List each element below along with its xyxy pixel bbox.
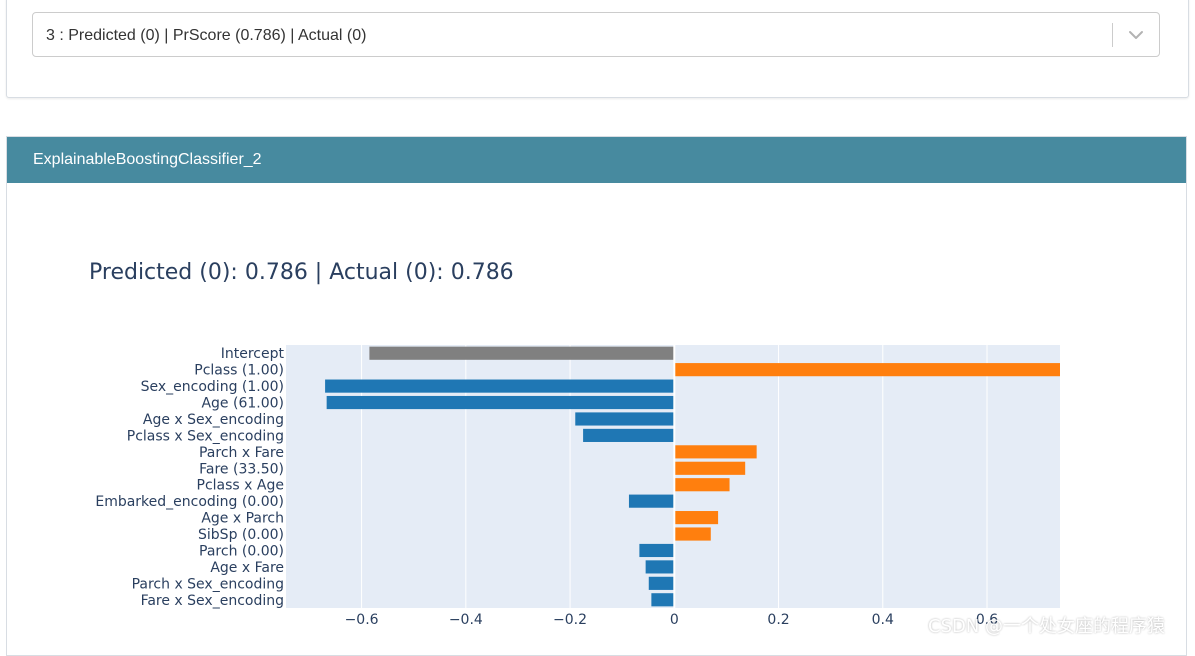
bar — [648, 576, 675, 590]
y-tick-label: Fare (33.50) — [199, 461, 284, 477]
y-tick-label: Age x Fare — [210, 560, 284, 576]
y-tick-label: Age x Parch — [201, 511, 284, 527]
y-tick-label: Embarked_encoding (0.00) — [95, 494, 284, 510]
x-tick-label: 0.2 — [767, 612, 789, 628]
bar — [674, 363, 1060, 377]
chevron-down-icon[interactable] — [1127, 26, 1145, 44]
y-tick-label: Parch (0.00) — [199, 543, 284, 559]
bar — [674, 445, 757, 459]
y-tick-label: Pclass x Age — [197, 478, 284, 494]
y-tick-label: Sex_encoding (1.00) — [141, 379, 284, 395]
bar — [674, 511, 719, 525]
watermark: CSDN @一个处女座的程序猿 — [928, 616, 1166, 637]
instance-select-value: 3 : Predicted (0) | PrScore (0.786) | Ac… — [46, 27, 367, 44]
x-tick-label: −0.2 — [553, 612, 587, 628]
bar — [628, 494, 675, 508]
x-tick-label: −0.4 — [449, 612, 483, 628]
bar — [674, 527, 711, 541]
panel-header: ExplainableBoostingClassifier_2 — [7, 137, 1186, 183]
bar — [645, 560, 675, 574]
selector-card: 3 : Predicted (0) | PrScore (0.786) | Ac… — [6, 0, 1189, 98]
chart-title: Predicted (0): 0.786 | Actual (0): 0.786 — [89, 260, 514, 285]
x-tick-label: 0.4 — [872, 612, 894, 628]
bar — [369, 346, 675, 360]
x-tick-label: 0.6 — [976, 612, 998, 628]
instance-select[interactable]: 3 : Predicted (0) | PrScore (0.786) | Ac… — [32, 12, 1160, 57]
y-tick-label: Pclass x Sex_encoding — [127, 428, 284, 444]
bar — [651, 593, 675, 607]
bar — [674, 461, 746, 475]
y-tick-label: Age (61.00) — [201, 396, 284, 412]
y-tick-label: Parch x Fare — [199, 445, 284, 461]
bar — [326, 395, 675, 410]
bar — [674, 478, 730, 492]
y-tick-label: Pclass (1.00) — [194, 363, 284, 379]
bar — [575, 412, 675, 426]
x-tick-label: 0 — [670, 612, 679, 628]
bar — [583, 428, 675, 442]
select-separator — [1112, 23, 1113, 47]
y-tick-label: Parch x Sex_encoding — [132, 576, 284, 592]
y-tick-label: Intercept — [221, 346, 285, 362]
panel-title: ExplainableBoostingClassifier_2 — [33, 151, 262, 168]
bar — [639, 543, 675, 558]
y-tick-label: Fare x Sex_encoding — [141, 593, 284, 609]
bar — [325, 379, 675, 393]
x-tick-label: −0.6 — [345, 612, 379, 628]
y-tick-label: Age x Sex_encoding — [143, 412, 284, 428]
y-tick-label: SibSp (0.00) — [198, 527, 284, 543]
